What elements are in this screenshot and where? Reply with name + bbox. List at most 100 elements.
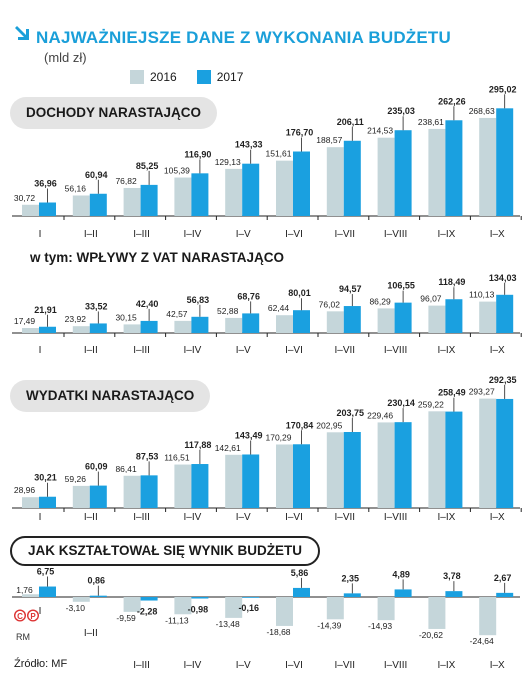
data-label-2017: 0,86 [88,576,106,586]
bar-2017 [496,294,514,333]
category-label: I–III [133,512,150,523]
data-label-2016: 59,26 [65,474,87,484]
data-label-2016: 62,44 [268,303,290,313]
category-label: I–VI [285,660,303,671]
data-label-2016: 259,22 [418,399,444,409]
category-label: I–IV [184,660,202,671]
bar-2016 [428,128,446,216]
data-label-2017: 36,96 [34,179,57,189]
bar-2016 [174,464,192,508]
bar-2017 [293,444,310,508]
data-label-2017: 87,53 [136,451,159,461]
category-label: I–IV [184,345,202,356]
bar-2016 [22,204,39,216]
category-label: I–X [490,229,505,240]
data-label-2017: 134,03 [489,273,517,283]
source-label: Źródło: MF [14,658,68,670]
data-label-2016: 238,61 [418,117,444,127]
bar-2017 [191,597,209,599]
chart-title-balance: JAK KSZTAŁTOWAŁ SIĘ WYNIK BUDŻETU [10,536,320,566]
data-label-2017: 60,09 [85,462,108,472]
data-label-2016: 110,13 [469,290,495,300]
category-label: I–V [236,345,251,356]
category-label: I–VII [335,345,356,356]
bar-2017 [89,485,107,508]
data-label-2016: 129,13 [215,157,241,167]
bar-2016 [225,168,243,216]
data-label-2017: 3,78 [443,571,461,581]
data-label-2016: 105,39 [164,166,190,176]
data-label-2016: 170,29 [266,432,292,442]
legend-label-2017: 2017 [216,70,244,84]
category-label: I–VI [285,512,303,523]
data-label-2017: 170,84 [286,420,314,430]
bar-2017 [39,202,56,216]
bar-2017 [242,597,260,598]
bar-2016 [72,597,90,602]
bar-2017 [496,108,514,216]
data-label-2017: 106,55 [387,281,415,291]
data-label-2017: 118,49 [438,277,465,287]
category-label: I–IX [438,345,456,356]
bar-2016 [326,311,344,333]
data-label-2017: 2,35 [342,573,360,583]
bar-2016 [326,597,344,620]
legend-swatch-2016 [130,70,144,84]
bar-2016 [428,411,446,508]
category-label: I–III [133,229,150,240]
credit-label: RM [16,632,30,642]
data-label-2016: -14,93 [368,621,392,631]
data-label-2017: 206,11 [337,117,364,127]
bar-2016 [225,597,243,618]
bar-2016 [428,305,446,333]
category-label: I–VI [285,229,303,240]
data-label-2017: 5,86 [291,568,309,578]
bar-2017 [89,323,107,333]
data-label-2017: 230,14 [387,398,415,408]
bar-2017 [191,464,209,508]
category-label: I–VIII [384,660,407,671]
bar-2016 [276,315,293,333]
bar-2017 [242,163,260,216]
bar-2016 [276,444,293,508]
bar-2016 [174,177,192,216]
bar-2016 [22,594,39,597]
category-label: I–X [490,660,505,671]
legend-swatch-2017 [196,70,211,84]
bar-2016 [479,117,497,216]
bar-2016 [377,137,395,216]
data-label-2017: 94,57 [339,284,362,294]
bar-2016 [326,432,344,508]
data-label-2016: 142,61 [215,443,241,453]
category-label: I–V [236,512,251,523]
data-label-2017: 56,83 [187,295,210,305]
bar-2016 [276,597,293,626]
data-label-2017: 30,21 [34,473,57,483]
category-label: I–II [84,628,98,639]
bar-2016 [225,454,243,508]
bar-2017 [293,587,310,597]
bar-2016 [479,301,497,333]
bar-2016 [174,597,192,615]
data-label-2017: 143,33 [235,140,263,150]
data-label-2016: 96,07 [420,294,442,304]
data-label-2017: 143,49 [235,430,263,440]
bar-2017 [343,432,361,508]
category-label: I–VI [285,345,303,356]
legend: 2016 2017 [130,70,243,84]
category-label: I–II [84,229,98,240]
category-label: I–III [133,660,150,671]
data-label-2017: 68,76 [237,291,260,301]
bar-2017 [394,589,412,597]
unit-label: (mld zł) [44,50,87,65]
category-label: I–IX [438,660,456,671]
data-label-2016: 116,51 [164,453,190,463]
data-label-2017: -0,98 [188,605,209,615]
category-label: I–VII [335,229,356,240]
data-label-2017: 85,25 [136,161,159,171]
bar-2017 [445,299,463,333]
bar-2016 [428,597,446,629]
bar-2017 [191,173,209,216]
category-label: I [39,229,42,240]
